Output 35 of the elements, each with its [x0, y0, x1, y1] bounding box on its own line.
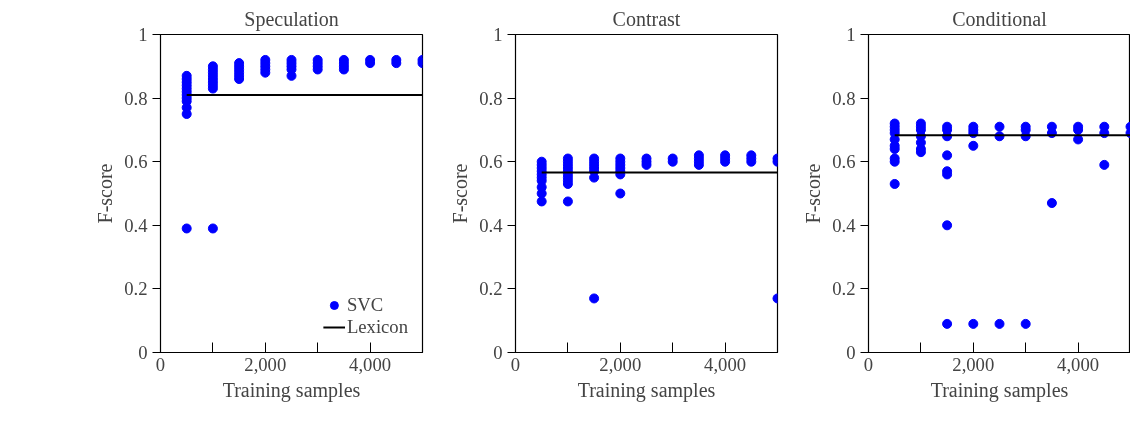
y-tick-label: 1	[846, 24, 856, 45]
y-axis-title: F-score	[802, 163, 825, 224]
y-tick-label: 0.2	[832, 278, 856, 300]
legend-label: SVC	[346, 294, 384, 316]
y-tick-label: 0.6	[832, 151, 856, 173]
y-tick-label: 0.6	[124, 151, 148, 173]
y-tick-label: 0.6	[479, 151, 503, 173]
chart-title: Speculation	[244, 7, 339, 31]
y-tick-label: 0.4	[479, 214, 504, 236]
y-tick-label: 0.8	[124, 87, 148, 109]
x-axis-title: Training samples	[577, 378, 716, 402]
y-tick-label: 1	[138, 24, 148, 45]
x-tick-label: 0	[510, 353, 521, 375]
chart-title: Conditional	[952, 7, 1048, 30]
y-tick-label: 0.2	[479, 278, 503, 300]
x-axis-title: Training samples	[930, 378, 1069, 402]
legend-label: Lexicon	[346, 316, 408, 338]
y-tick-label: 0.8	[479, 87, 503, 109]
x-axis-title: Training samples	[222, 378, 361, 402]
y-tick-label: 0.2	[124, 278, 148, 300]
y-tick-label: 0.8	[832, 87, 856, 109]
y-tick-label: 0.4	[124, 214, 149, 236]
x-tick-label: 0	[863, 353, 874, 375]
x-tick-label: 2,000	[952, 353, 995, 375]
x-tick-label: 2,000	[599, 353, 642, 375]
x-tick-label: 4,000	[349, 353, 392, 375]
x-tick-label: 4,000	[1057, 353, 1100, 375]
y-axis-title: F-score	[449, 163, 472, 224]
y-tick-label: 0.4	[832, 214, 857, 236]
x-tick-label: 2,000	[244, 353, 287, 375]
y-axis-title: F-score	[94, 163, 117, 224]
x-tick-label: 4,000	[704, 353, 747, 375]
y-tick-label: 1	[493, 24, 503, 45]
chart-title: Contrast	[612, 7, 681, 30]
x-tick-label: 0	[155, 353, 166, 375]
